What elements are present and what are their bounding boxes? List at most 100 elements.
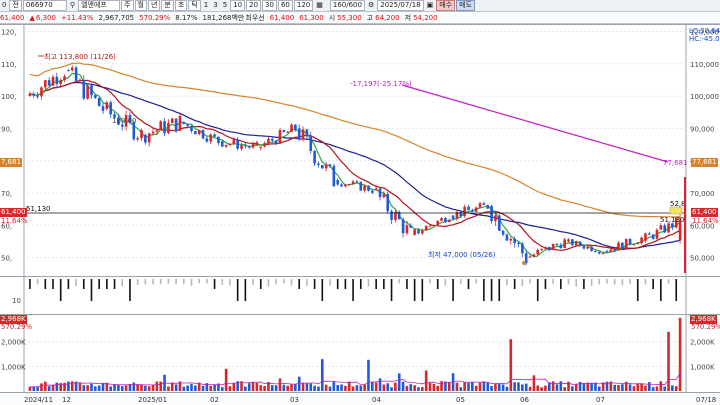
- indicator-bar: [475, 279, 477, 284]
- volume-panel[interactable]: 2,000K 2,000K 1,000K 1,000K 2,968K 570.29% …: [0, 314, 720, 393]
- volume-bar: [624, 381, 628, 391]
- volume-bar: [455, 382, 459, 391]
- candle-body: [220, 141, 224, 147]
- volume-bar: [309, 383, 313, 391]
- ext-price-2: 61,300: [299, 13, 324, 22]
- volume-bar: [674, 386, 678, 391]
- indicator-bar: [113, 279, 116, 289]
- interval-10[interactable]: 10: [230, 0, 246, 11]
- candle-body: [451, 215, 455, 219]
- volume-bar: [170, 382, 174, 391]
- candle-body: [386, 193, 389, 212]
- buy-button[interactable]: 매수: [436, 0, 456, 11]
- settings-icon[interactable]: ⚙: [367, 1, 375, 9]
- volume-bar: [120, 386, 124, 391]
- volume-bar: [313, 385, 316, 391]
- volume-bar: [567, 381, 570, 391]
- period-minute[interactable]: 분: [161, 0, 174, 11]
- candle-body: [32, 93, 36, 96]
- interval-60[interactable]: 60: [277, 0, 293, 11]
- volume-bar: [359, 385, 363, 391]
- indicator-chart[interactable]: 10: [0, 277, 720, 315]
- candle-body: [394, 211, 397, 221]
- calendar-icon[interactable]: ▣: [426, 1, 434, 9]
- interval-5[interactable]: 5: [222, 1, 228, 9]
- indicator-bar: [29, 279, 31, 289]
- volume-bar: [563, 387, 566, 391]
- left-ma-tag: 7,681: [0, 158, 23, 167]
- candle-body: [47, 80, 51, 86]
- indicator-bar: [552, 279, 554, 284]
- indicator-bar: [621, 279, 624, 286]
- candle-body: [571, 239, 574, 246]
- candle-body: [551, 244, 555, 251]
- interval-30[interactable]: 30: [262, 0, 277, 11]
- volume-bar: [374, 382, 378, 391]
- indicator-bar: [90, 279, 93, 301]
- volume-bar: [32, 386, 36, 391]
- candle-body: [232, 139, 236, 144]
- candle-body: [655, 229, 659, 239]
- interval-3[interactable]: 3: [213, 1, 218, 9]
- volume-bar: [101, 382, 105, 391]
- period-month[interactable]: 월: [134, 0, 147, 11]
- count-input[interactable]: 160/600: [329, 0, 365, 11]
- volume-bar: [44, 381, 47, 391]
- market-select[interactable]: 전: [9, 0, 22, 11]
- volume-bar: [471, 381, 474, 391]
- candle-body: [547, 246, 551, 251]
- right-volume-ratio: 570.29%: [691, 323, 720, 331]
- stock-code-input[interactable]: 066970: [22, 0, 67, 11]
- search-icon[interactable]: ⚲: [69, 1, 76, 9]
- price-chart[interactable]: 120,000 120, 110,000 110, 100,000 100, 90,000 9…: [0, 25, 720, 277]
- price-panel[interactable]: 120,000 120, 110,000 110, 100,000 100, 90,000 9…: [0, 24, 720, 277]
- candle-body: [182, 121, 186, 124]
- period-second[interactable]: 초: [174, 0, 188, 11]
- candle-body: [559, 244, 563, 248]
- volume-ratio: 570.29%: [139, 13, 171, 22]
- period-day[interactable]: 주: [121, 0, 134, 11]
- support-label-right: 51,130: [660, 216, 685, 224]
- volume-bar: [278, 378, 282, 391]
- candle-body: [632, 244, 636, 246]
- indicator-panel[interactable]: 10: [0, 276, 720, 315]
- candle-body: [409, 225, 413, 228]
- volume-bar: [586, 382, 590, 391]
- candle-body: [390, 211, 393, 221]
- volume-bar: [590, 382, 593, 391]
- date-input[interactable]: 2025/07/18: [377, 0, 424, 11]
- period-year[interactable]: 년: [147, 0, 161, 11]
- interval-1[interactable]: 1: [203, 1, 209, 9]
- indicator-bar: [167, 279, 170, 284]
- candle-body: [678, 220, 682, 241]
- candle-body: [532, 254, 536, 257]
- candle-body: [590, 246, 593, 252]
- left-pct-tag: 11.64%: [1, 217, 28, 225]
- sell-button[interactable]: 매도: [456, 0, 476, 11]
- ext-price: 61,400: [269, 13, 295, 22]
- indicator-bar: [244, 279, 247, 301]
- period-tick[interactable]: 틱: [188, 0, 201, 11]
- chart-type-icon[interactable]: ▦: [316, 1, 323, 9]
- volume-bar: [436, 385, 440, 391]
- volume-bar: [547, 382, 551, 391]
- high-label: 고: [366, 13, 374, 22]
- volume-bar: [371, 381, 374, 391]
- candle-body: [524, 253, 528, 264]
- candle-body: [28, 93, 32, 97]
- interval-20[interactable]: 20: [246, 0, 262, 11]
- volume-bar: [513, 382, 516, 391]
- volume-bar: [351, 386, 355, 391]
- candle-body: [509, 238, 513, 241]
- indicator-bar: [252, 279, 254, 286]
- candle-body: [497, 215, 501, 231]
- candle-body: [147, 133, 151, 143]
- volume-chart[interactable]: 2,000K 2,000K 1,000K 1,000K: [0, 315, 720, 393]
- candle-body: [240, 145, 243, 149]
- interval-120[interactable]: 120: [293, 0, 314, 11]
- volume-bar: [671, 385, 674, 391]
- x-tick-label: 03: [290, 396, 299, 404]
- volume-bar: [305, 383, 309, 391]
- vol-left-y-tick: 1,000K: [1, 363, 26, 371]
- candle-body: [505, 234, 509, 241]
